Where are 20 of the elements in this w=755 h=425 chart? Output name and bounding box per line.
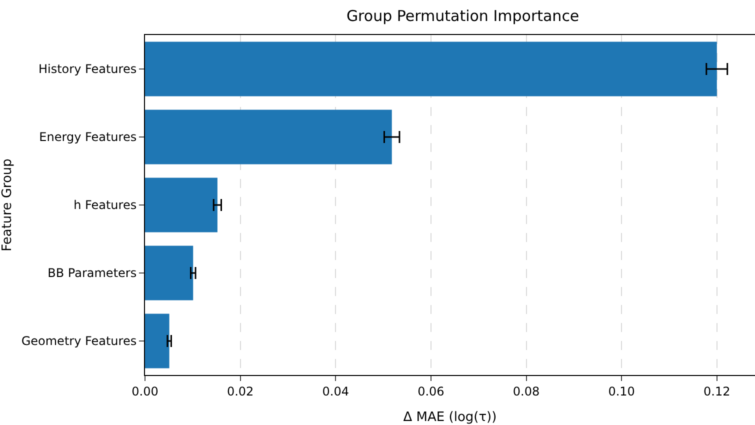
y-tick-label: h Features (74, 198, 137, 212)
y-tick-label: Geometry Features (21, 334, 137, 348)
bar (145, 246, 194, 300)
y-tick-label: BB Parameters (48, 266, 137, 280)
x-tick-label: 0.00 (132, 384, 158, 398)
x-tick-label: 0.06 (418, 384, 444, 398)
y-tick-label: History Features (38, 62, 137, 76)
x-tick-label: 0.12 (704, 384, 730, 398)
y-axis-title: Feature Group (0, 158, 15, 252)
x-tick-label: 0.10 (608, 384, 635, 398)
x-tick-label: 0.04 (322, 384, 349, 398)
x-axis-title: Δ MAE (log(τ)) (403, 410, 497, 425)
bar (145, 178, 218, 232)
bar (145, 314, 170, 368)
bar (145, 42, 717, 96)
x-tick-label: 0.08 (512, 384, 540, 398)
x-tick-label: 0.02 (226, 384, 254, 398)
bar (145, 110, 392, 164)
chart-title: Group Permutation Importance (346, 7, 580, 26)
y-tick-label: Energy Features (39, 130, 137, 144)
